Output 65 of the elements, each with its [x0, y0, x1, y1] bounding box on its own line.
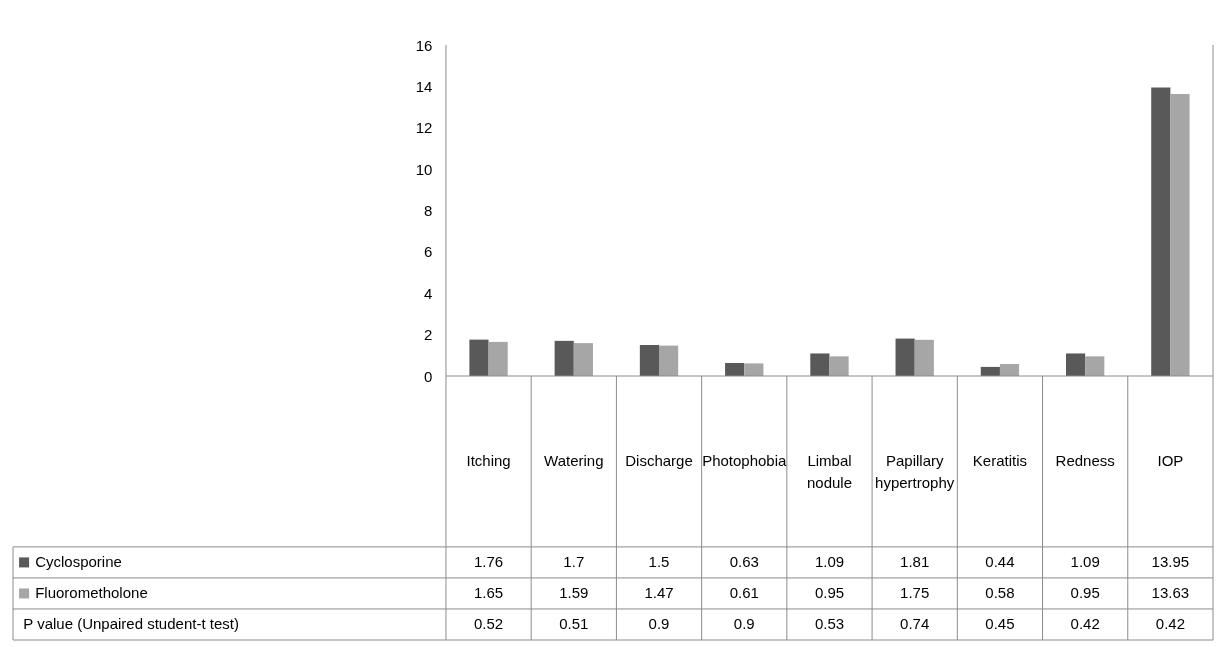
bar	[829, 356, 849, 377]
bar	[744, 363, 764, 377]
x-tick-label: Redness	[1055, 452, 1115, 470]
text: 0.45	[985, 615, 1015, 633]
bar	[1170, 94, 1190, 377]
bar	[639, 344, 660, 377]
y-tick-label: 2	[424, 326, 433, 344]
data-label: 1.7	[563, 553, 585, 571]
text: 0.42	[1155, 615, 1185, 633]
data-label: 1.81	[900, 553, 930, 571]
y-tick-label: 8	[424, 202, 433, 220]
bar	[488, 341, 508, 377]
data-label: 0.95	[1070, 584, 1100, 602]
text: 0.9	[733, 615, 755, 633]
text: 0.42	[1070, 615, 1100, 633]
text: P value (Unpaired student-t test)	[23, 615, 239, 633]
bar	[725, 362, 745, 377]
y-tick-label: 6	[424, 243, 433, 261]
text: 0.9	[648, 615, 670, 633]
bar	[573, 343, 593, 377]
x-tick-label: Discharge	[625, 452, 693, 470]
x-tick-label: Keratitis	[972, 452, 1028, 470]
bar	[469, 339, 489, 377]
y-tick-label: 10	[415, 160, 433, 178]
x-tick-label: Papillary hypertrophy	[875, 452, 955, 492]
bar	[895, 338, 915, 377]
text: 0.74	[900, 615, 930, 633]
bar	[999, 364, 1020, 377]
text: 0.51	[559, 615, 589, 633]
data-label: 13.95	[1151, 553, 1190, 571]
bar	[1085, 356, 1105, 377]
y-tick-label: 4	[424, 284, 433, 302]
bar	[659, 345, 679, 377]
x-tick-label: Itching	[466, 452, 511, 470]
data-label: 1.09	[1070, 553, 1100, 571]
data-label: 1.59	[559, 584, 589, 602]
y-tick-label: 0	[424, 367, 433, 385]
y-tick-label: 14	[415, 77, 433, 95]
y-tick-label: 16	[415, 36, 433, 54]
data-label: 0.63	[729, 553, 759, 571]
bar	[554, 340, 574, 377]
legend-label: Cyclosporine	[35, 553, 122, 571]
x-tick-label: Photophobia	[702, 452, 788, 470]
text: 0.52	[473, 615, 504, 633]
data-label: 0.61	[729, 584, 759, 602]
data-label: 1.5	[648, 553, 670, 571]
bar	[1065, 353, 1086, 377]
data-label: 0.44	[985, 553, 1015, 571]
y-tick-label: 12	[415, 119, 433, 137]
data-label: 0.95	[814, 584, 845, 602]
data-label: 0.58	[985, 584, 1015, 602]
data-label: 1.76	[473, 553, 504, 571]
data-label: 1.65	[473, 584, 504, 602]
bar	[914, 339, 934, 377]
data-label: 1.47	[644, 584, 674, 602]
data-label: 1.09	[814, 553, 845, 571]
x-tick-label: IOP	[1157, 452, 1184, 470]
bar	[810, 353, 830, 377]
data-label: 1.75	[900, 584, 930, 602]
x-tick-label: Watering	[544, 452, 604, 470]
text: 0.53	[814, 615, 845, 633]
data-label: 13.63	[1151, 584, 1190, 602]
x-tick-label: Limbal nodule	[806, 452, 852, 492]
legend-label: Fluorometholone	[35, 584, 148, 602]
bar	[1151, 87, 1171, 377]
